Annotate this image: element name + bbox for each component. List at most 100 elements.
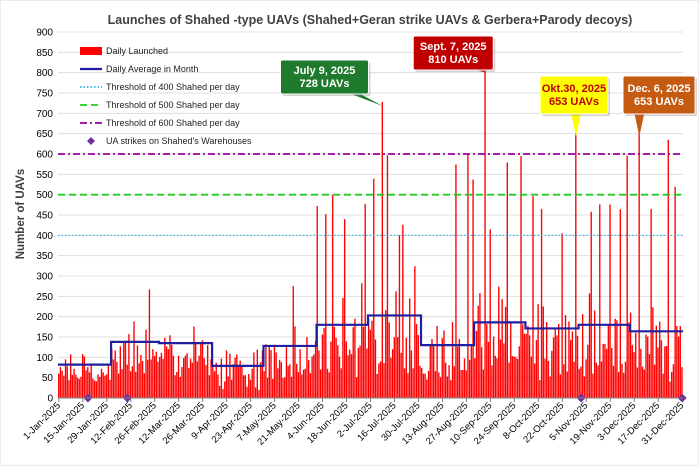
daily-bar (479, 293, 481, 398)
daily-bar (600, 361, 603, 398)
legend-label: Daily Launched (106, 46, 168, 56)
daily-bar (152, 349, 154, 398)
daily-bar (354, 318, 356, 398)
daily-bar (374, 339, 377, 398)
daily-bar (311, 356, 313, 398)
daily-bar (559, 374, 562, 398)
daily-bar (554, 328, 556, 398)
daily-bar (287, 365, 289, 398)
daily-bar (612, 365, 615, 398)
daily-bar (542, 306, 544, 398)
daily-bar (80, 376, 82, 398)
daily-bar (609, 204, 611, 398)
daily-bar (121, 369, 123, 398)
daily-bar (443, 330, 445, 398)
daily-bar (645, 334, 647, 398)
daily-bar (71, 374, 74, 398)
daily-bar (537, 304, 539, 398)
daily-bar (549, 376, 551, 398)
daily-bar (318, 350, 320, 398)
daily-bar (284, 377, 286, 398)
daily-bar (119, 346, 122, 398)
daily-bar (573, 361, 575, 398)
callout-pointer (570, 113, 581, 137)
daily-bar (236, 354, 238, 398)
daily-bar (254, 387, 257, 398)
daily-bar (458, 339, 461, 398)
daily-bar (123, 341, 125, 398)
daily-bar (114, 350, 116, 398)
daily-bar (455, 164, 457, 398)
daily-bar (391, 349, 394, 398)
daily-bar (599, 204, 601, 398)
daily-bar (419, 365, 421, 398)
daily-bar (331, 195, 334, 398)
daily-bar (321, 334, 324, 398)
y-tick-label: 750 (36, 89, 53, 100)
daily-bar (100, 368, 103, 398)
daily-bar (451, 321, 454, 398)
daily-bar (159, 356, 161, 398)
y-tick-label: 650 (36, 129, 53, 140)
daily-bar (337, 345, 339, 398)
daily-bar (308, 360, 310, 398)
daily-bar (605, 348, 608, 398)
daily-bar (64, 359, 67, 398)
daily-bar (424, 373, 426, 398)
daily-bar (388, 322, 390, 398)
daily-bar (369, 329, 372, 398)
legend: Daily Launched Daily Average in Month Thre… (80, 46, 252, 146)
daily-bar (681, 367, 683, 398)
callout-title: Sept. 7, 2025 (420, 41, 487, 53)
daily-bar (210, 359, 212, 398)
daily-bar (626, 155, 628, 398)
daily-bar (503, 343, 505, 398)
average-step-line (58, 314, 683, 367)
daily-bar (104, 375, 106, 398)
daily-launched-bars (58, 68, 683, 399)
daily-bar (546, 321, 548, 398)
daily-bar (426, 379, 428, 398)
daily-bar (270, 350, 272, 398)
daily-bar (664, 346, 666, 398)
daily-bar (193, 326, 195, 398)
daily-bar (167, 349, 169, 398)
daily-bar (251, 368, 253, 398)
daily-bar (135, 371, 137, 398)
daily-bar (477, 305, 479, 398)
daily-bar (383, 363, 385, 398)
daily-bar (607, 323, 610, 398)
daily-bar (544, 358, 546, 398)
daily-bar (277, 368, 279, 398)
daily-bar (578, 369, 580, 398)
daily-bar (213, 371, 216, 398)
daily-bar (253, 352, 255, 398)
daily-bar (535, 339, 538, 398)
daily-bar (480, 347, 483, 398)
y-tick-label: 450 (36, 211, 53, 222)
daily-bar (648, 354, 651, 398)
daily-bar (407, 373, 409, 398)
daily-bar (328, 372, 330, 398)
daily-bar (429, 345, 431, 398)
callout-title: Dec. 6, 2025 (628, 83, 691, 95)
daily-bar (234, 357, 236, 398)
daily-bar (189, 358, 192, 398)
daily-bar (540, 208, 543, 398)
daily-bar (313, 354, 315, 398)
daily-bar (366, 348, 368, 398)
daily-bar (323, 328, 325, 398)
daily-bar (61, 370, 63, 398)
daily-bar (314, 341, 317, 398)
daily-bar (294, 326, 296, 398)
daily-bar (593, 310, 596, 398)
y-tick-label: 550 (36, 170, 53, 181)
callout-box (539, 75, 609, 115)
daily-bar (510, 321, 512, 398)
daily-bar (112, 359, 115, 398)
daily-bar (263, 371, 265, 398)
daily-bar (147, 359, 149, 398)
y-tick-label: 400 (36, 231, 53, 242)
y-tick-label: 100 (36, 353, 53, 364)
daily-bar (157, 361, 159, 398)
